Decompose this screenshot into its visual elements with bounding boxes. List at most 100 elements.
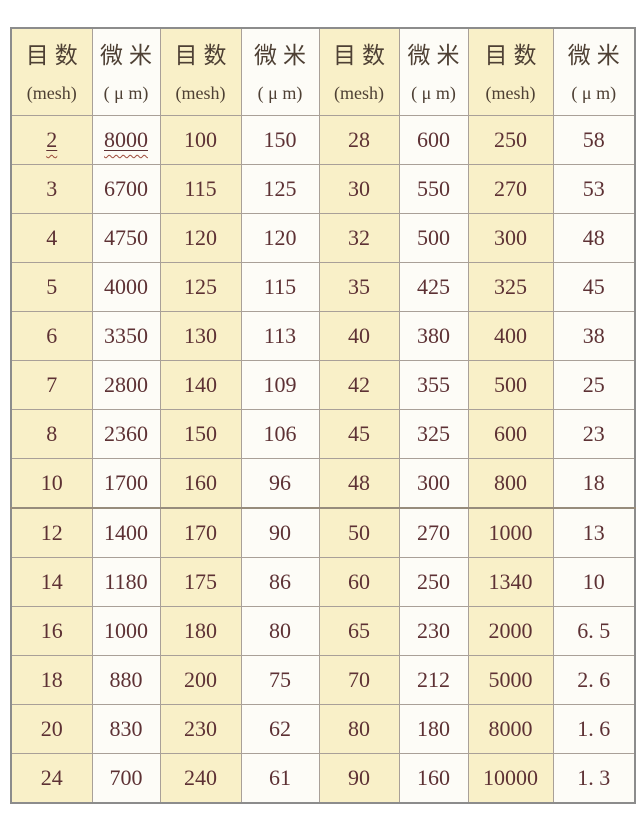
mesh-value-cell: 250: [467, 115, 554, 165]
micron-value-cell: 113: [240, 311, 320, 361]
table-row: 18 880 200 75 70 212 5000 2. 6: [10, 655, 636, 705]
mesh-value-cell: 12: [10, 507, 93, 558]
micron-header-title: 微米: [407, 43, 466, 68]
micron-value-cell: 53: [552, 164, 636, 214]
micron-column-header: 微米 ( μ m): [91, 27, 161, 116]
mesh-value-cell: 1340: [467, 557, 554, 607]
mesh-header-title: 目数: [333, 43, 391, 68]
mesh-value-cell: 800: [467, 458, 554, 509]
micron-value-cell: 48: [552, 213, 636, 263]
micron-value-cell: 80: [240, 606, 320, 656]
mesh-value-cell: 6: [10, 311, 93, 361]
mesh-value-cell: 40: [318, 311, 400, 361]
micron-value-cell: 115: [240, 262, 320, 312]
micron-value-cell: 2. 6: [552, 655, 636, 705]
micron-value-cell: 38: [552, 311, 636, 361]
mesh-value-cell: 1000: [467, 507, 554, 558]
mesh-value-cell: 5: [10, 262, 93, 312]
mesh-value-cell: 32: [318, 213, 400, 263]
mesh-value-cell: 10: [10, 458, 93, 509]
mesh-value-cell: 150: [159, 409, 242, 459]
mesh-value-cell: 125: [159, 262, 242, 312]
underlined-value: 8000: [104, 127, 148, 152]
micron-value-cell: 300: [398, 458, 469, 509]
mesh-value-cell: 70: [318, 655, 400, 705]
micron-value-cell: 8000: [91, 115, 161, 165]
micron-value-cell: 86: [240, 557, 320, 607]
value-text: 2: [46, 127, 58, 152]
mesh-value-cell: 80: [318, 704, 400, 754]
mesh-value-cell: 3: [10, 164, 93, 214]
table-row: 6 3350 130 113 40 380 400 38: [10, 311, 636, 361]
micron-header-unit: ( μ m): [257, 83, 303, 103]
micron-value-cell: 830: [91, 704, 161, 754]
mesh-header-unit: (mesh): [334, 83, 384, 103]
micron-value-cell: 75: [240, 655, 320, 705]
micron-value-cell: 180: [398, 704, 469, 754]
mesh-value-cell: 200: [159, 655, 242, 705]
mesh-header-title: 目数: [484, 43, 543, 68]
value-text: 8000: [104, 127, 148, 152]
micron-value-cell: 380: [398, 311, 469, 361]
underlined-value: 2: [46, 127, 57, 152]
mesh-value-cell: 8000: [467, 704, 554, 754]
table-row: 5 4000 125 115 35 425 325 45: [10, 262, 636, 312]
mesh-value-cell: 35: [318, 262, 400, 312]
table-row: 10 1700 160 96 48 300 800 18: [10, 458, 636, 509]
micron-value-cell: 1700: [91, 458, 161, 509]
table-row: 14 1180 175 86 60 250 1340 10: [10, 557, 636, 607]
micron-column-header: 微米 ( μ m): [398, 27, 469, 116]
mesh-value-cell: 600: [467, 409, 554, 459]
micron-value-cell: 2800: [91, 360, 161, 410]
mesh-value-cell: 8: [10, 409, 93, 459]
micron-value-cell: 90: [240, 507, 320, 558]
mesh-value-cell: 50: [318, 507, 400, 558]
mesh-value-cell: 100: [159, 115, 242, 165]
micron-value-cell: 23: [552, 409, 636, 459]
micron-header-unit: ( μ m): [411, 83, 456, 103]
mesh-value-cell: 325: [467, 262, 554, 312]
header-row: 目数 (mesh) 微米 ( μ m) 目数 (mesh) 微米 ( μ m) 目数 (mesh)…: [10, 27, 636, 116]
micron-value-cell: 230: [398, 606, 469, 656]
table-row: 3 6700 115 125 30 550 270 53: [10, 164, 636, 214]
micron-value-cell: 109: [240, 360, 320, 410]
mesh-micron-conversion-table: 目数 (mesh) 微米 ( μ m) 目数 (mesh) 微米 ( μ m) 目数 (mesh)…: [10, 27, 636, 804]
table-row: 4 4750 120 120 32 500 300 48: [10, 213, 636, 263]
mesh-column-header: 目数 (mesh): [10, 27, 93, 116]
micron-value-cell: 3350: [91, 311, 161, 361]
micron-value-cell: 106: [240, 409, 320, 459]
mesh-value-cell: 2000: [467, 606, 554, 656]
micron-value-cell: 4750: [91, 213, 161, 263]
micron-header-title: 微米: [567, 43, 626, 68]
mesh-value-cell: 175: [159, 557, 242, 607]
mesh-value-cell: 24: [10, 753, 93, 804]
micron-header-unit: ( μ m): [571, 83, 617, 103]
micron-value-cell: 96: [240, 458, 320, 509]
mesh-value-cell: 65: [318, 606, 400, 656]
mesh-value-cell: 30: [318, 164, 400, 214]
mesh-value-cell: 160: [159, 458, 242, 509]
micron-value-cell: 1000: [91, 606, 161, 656]
micron-value-cell: 600: [398, 115, 469, 165]
mesh-value-cell: 18: [10, 655, 93, 705]
micron-value-cell: 58: [552, 115, 636, 165]
micron-header-unit: ( μ m): [103, 83, 149, 103]
mesh-header-title: 目数: [25, 43, 84, 68]
micron-header-title: 微米: [254, 43, 312, 68]
micron-value-cell: 250: [398, 557, 469, 607]
mesh-value-cell: 115: [159, 164, 242, 214]
table-row: 12 1400 170 90 50 270 1000 13: [10, 507, 636, 558]
mesh-value-cell: 7: [10, 360, 93, 410]
micron-value-cell: 4000: [91, 262, 161, 312]
micron-value-cell: 25: [552, 360, 636, 410]
mesh-value-cell: 400: [467, 311, 554, 361]
mesh-value-cell: 500: [467, 360, 554, 410]
table-head: 目数 (mesh) 微米 ( μ m) 目数 (mesh) 微米 ( μ m) 目数 (mesh)…: [10, 27, 636, 116]
micron-value-cell: 120: [240, 213, 320, 263]
mesh-value-cell: 90: [318, 753, 400, 804]
micron-value-cell: 13: [552, 507, 636, 558]
mesh-value-cell: 120: [159, 213, 242, 263]
mesh-header-unit: (mesh): [26, 83, 77, 103]
mesh-value-cell: 16: [10, 606, 93, 656]
